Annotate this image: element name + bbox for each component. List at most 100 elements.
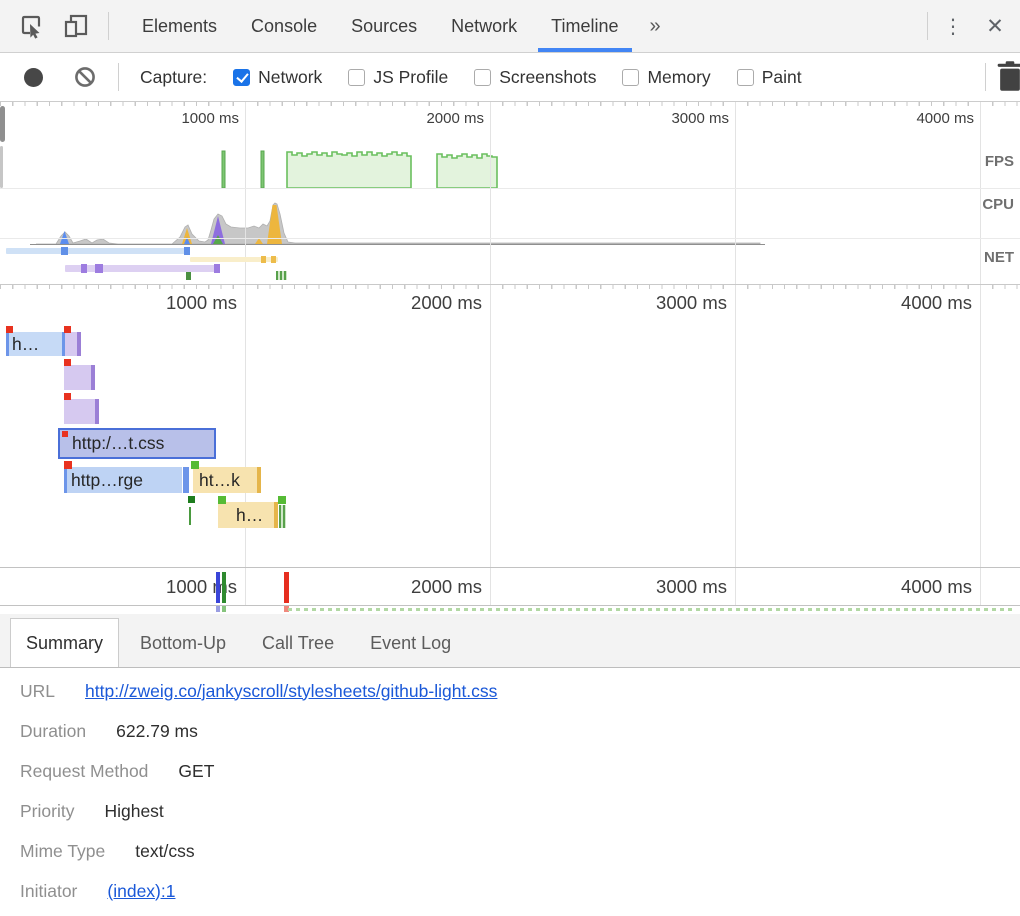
ruler-label: 3000 ms: [656, 576, 727, 597]
capture-option-paint[interactable]: Paint: [736, 66, 802, 88]
summary-row: Mime Type text/css: [0, 831, 1020, 871]
timeline-overview-pane[interactable]: 1000 ms 2000 ms 3000 ms 4000 ms FPS CPU NET: [0, 102, 1020, 285]
request-bar-label: h…: [236, 504, 264, 525]
cpu-activity-spike: [213, 235, 223, 244]
summary-pane: URL http://zweig.co/jankyscroll/styleshee…: [0, 668, 1020, 916]
capture-option-network[interactable]: Network: [233, 67, 322, 88]
net-request-bar: [6, 248, 190, 254]
more-tabs-button[interactable]: »: [649, 14, 661, 37]
lane-label-cpu: CPU: [982, 196, 1014, 213]
network-request-bar[interactable]: h…: [218, 502, 278, 528]
ruler-label: 3000 ms: [671, 110, 729, 127]
panel-tabs: Elements Console Sources Network Timeline: [125, 0, 636, 52]
request-bar-label: http:/…t.css: [72, 433, 165, 453]
net-request-mark: [271, 256, 276, 263]
timeline-event-bar[interactable]: [189, 507, 191, 525]
bar-end-accent: [257, 467, 261, 493]
grid-line: [490, 285, 491, 567]
capture-option-memory[interactable]: Memory: [622, 67, 711, 88]
bar-end-accent: [91, 365, 95, 390]
cpu-activity-spike: [211, 216, 225, 244]
grid-line: [980, 102, 981, 284]
net-request-bar: [190, 257, 278, 262]
network-request-bar-selected[interactable]: http:/…t.css: [58, 428, 216, 459]
grid-line: [735, 285, 736, 567]
grid-line: [980, 568, 981, 605]
network-request-bar[interactable]: [183, 467, 189, 493]
network-request-bar[interactable]: [64, 365, 95, 390]
grid-line: [735, 568, 736, 605]
flame-chart-pane[interactable]: 1000 ms 2000 ms 3000 ms 4000 ms h… http:/…t.c…: [0, 285, 1020, 567]
tab-sources[interactable]: Sources: [351, 15, 418, 36]
checkbox-unchecked[interactable]: [622, 68, 640, 86]
request-bar-label: http…rge: [71, 469, 143, 490]
lane-label-fps: FPS: [984, 153, 1014, 170]
network-request-bar[interactable]: h…: [6, 332, 62, 356]
grid-line: [490, 568, 491, 605]
checkbox-unchecked[interactable]: [474, 68, 492, 86]
request-bar-label: h…: [12, 333, 40, 354]
event-divider-stub: [222, 606, 226, 612]
menu-icon[interactable]: ⋮: [943, 15, 963, 38]
event-marker: [64, 326, 71, 333]
net-request-mark: [61, 247, 68, 255]
network-request-bar[interactable]: http…rge: [64, 467, 182, 493]
summary-value-link[interactable]: http://zweig.co/jankyscroll/stylesheets/…: [85, 680, 498, 701]
bar-start-accent: [6, 332, 9, 356]
checkbox-label: Paint: [761, 66, 802, 87]
ruler-label: 1000 ms: [166, 292, 237, 313]
network-request-bar[interactable]: [62, 332, 65, 356]
tab-timeline[interactable]: Timeline: [538, 0, 632, 52]
overview-scroll-nub[interactable]: [0, 146, 3, 188]
summary-row: Request Method GET: [0, 751, 1020, 791]
summary-label: Priority: [20, 800, 75, 821]
network-request-bar[interactable]: ht…k: [193, 467, 261, 493]
checkbox-unchecked[interactable]: [348, 68, 366, 86]
ruler-minor-ticks: [0, 102, 1020, 106]
inspect-element-icon[interactable]: [14, 9, 48, 43]
trash-icon[interactable]: [995, 60, 1020, 94]
event-divider-stub: [284, 606, 289, 612]
bar-start-accent: [64, 467, 67, 493]
summary-label: Duration: [20, 720, 87, 741]
capture-option-js-profile[interactable]: JS Profile: [348, 67, 448, 88]
event-marker: [6, 326, 13, 333]
grid-line: [980, 285, 981, 567]
device-toolbar-icon[interactable]: [60, 9, 94, 43]
grid-line: [245, 285, 246, 567]
tab-network[interactable]: Network: [451, 15, 518, 36]
timeline-event-bar[interactable]: [279, 505, 286, 528]
clear-icon[interactable]: [68, 60, 102, 94]
event-overview-ruler[interactable]: 1000 ms 2000 ms 3000 ms 4000 ms: [0, 567, 1020, 606]
ruler-label: 2000 ms: [426, 110, 484, 127]
grid-line: [245, 568, 246, 605]
cpu-activity-spike: [255, 238, 263, 244]
close-icon[interactable]: ✕: [986, 14, 1004, 38]
summary-label: Initiator: [20, 880, 78, 901]
capture-option-screenshots[interactable]: Screenshots: [474, 67, 596, 88]
tab-elements[interactable]: Elements: [142, 15, 218, 36]
network-request-bar[interactable]: [64, 399, 99, 424]
overview-scroll-nub[interactable]: [0, 106, 5, 142]
bar-end-accent: [77, 332, 81, 356]
summary-row: Initiator (index):1: [0, 871, 1020, 911]
details-tab-event-log[interactable]: Event Log: [370, 632, 452, 653]
ruler-label: 1000 ms: [166, 576, 237, 597]
checkbox-unchecked[interactable]: [736, 68, 754, 86]
event-marker: [191, 461, 199, 469]
event-marker: [64, 393, 71, 400]
record-icon[interactable]: [16, 60, 50, 94]
tab-console[interactable]: Console: [251, 15, 318, 36]
event-divider-tick: [222, 572, 226, 603]
lane-divider: [0, 238, 1020, 239]
event-marker: [64, 359, 71, 366]
summary-value-link[interactable]: (index):1: [107, 880, 176, 901]
details-tab-call-tree[interactable]: Call Tree: [262, 632, 335, 653]
toolbar-separator: [108, 12, 109, 40]
checkbox-checked[interactable]: [233, 68, 251, 86]
ruler-label: 3000 ms: [656, 292, 727, 313]
timeline-toolbar: Capture: Network JS Profile Screenshots Mem…: [0, 53, 1020, 102]
details-tab-summary[interactable]: Summary: [10, 618, 120, 667]
network-request-bar[interactable]: [65, 332, 81, 356]
details-tab-bottom-up[interactable]: Bottom-Up: [140, 632, 227, 653]
